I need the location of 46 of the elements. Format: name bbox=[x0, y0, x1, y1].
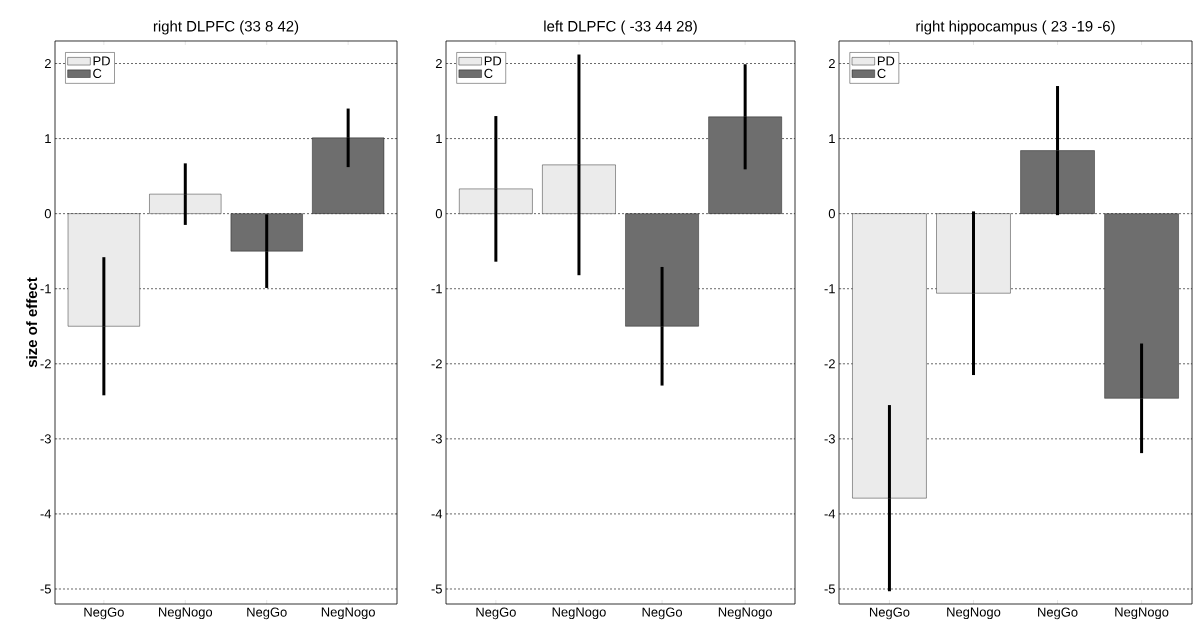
y-tick-label: 1 bbox=[45, 134, 51, 144]
chart-title: right DLPFC (33 8 42) bbox=[153, 20, 299, 35]
y-tick-label: -5 bbox=[40, 584, 51, 594]
y-tick-label: -2 bbox=[431, 359, 442, 369]
y-tick-label: -1 bbox=[824, 284, 835, 294]
y-tick-label: -4 bbox=[40, 509, 52, 519]
x-tick-label: NegNogo bbox=[718, 607, 772, 620]
y-tick-label: 2 bbox=[828, 58, 835, 69]
y-tick-label: 2 bbox=[435, 58, 442, 69]
y-tick-label: -2 bbox=[824, 359, 835, 369]
legend-label: PD bbox=[877, 56, 895, 66]
legend-label: C bbox=[484, 68, 493, 79]
legend-label: C bbox=[93, 68, 102, 79]
chart-title: right hippocampus ( 23 -19 -6) bbox=[916, 20, 1115, 35]
y-tick-label: 0 bbox=[44, 209, 51, 219]
x-tick-label: NegNogo bbox=[1115, 607, 1169, 620]
legend-label: C bbox=[877, 68, 886, 79]
y-tick-label: 0 bbox=[828, 209, 835, 219]
y-tick-label: -4 bbox=[824, 509, 836, 519]
y-axis-title: size of effect bbox=[26, 277, 38, 368]
y-tick-label: -4 bbox=[431, 509, 443, 519]
y-tick-label: 0 bbox=[435, 209, 442, 219]
x-tick-label: NegGo bbox=[869, 607, 910, 620]
x-tick-label: NegGo bbox=[642, 607, 683, 620]
y-tick-label: -3 bbox=[431, 434, 442, 444]
y-tick-label: 2 bbox=[44, 58, 51, 69]
x-tick-label: NegNogo bbox=[158, 607, 213, 620]
y-tick-label: -3 bbox=[40, 434, 51, 444]
y-tick-label: 1 bbox=[436, 134, 442, 144]
x-tick-label: NegNogo bbox=[321, 607, 375, 620]
x-tick-label: NegGo bbox=[84, 607, 124, 620]
x-tick-label: NegNogo bbox=[947, 607, 1001, 620]
x-tick-label: NegGo bbox=[247, 607, 287, 620]
x-tick-label: NegGo bbox=[476, 607, 516, 620]
y-tick-label: -3 bbox=[824, 434, 835, 444]
y-tick-label: -5 bbox=[431, 584, 442, 594]
legend-label: PD bbox=[93, 56, 110, 66]
y-tick-label: -5 bbox=[824, 584, 835, 594]
x-tick-label: NegGo bbox=[1038, 607, 1078, 620]
y-tick-label: -2 bbox=[40, 359, 51, 369]
x-tick-label: NegNogo bbox=[552, 607, 606, 620]
chart-title: left DLPFC ( -33 44 28) bbox=[544, 20, 697, 35]
legend-label: PD bbox=[484, 56, 502, 66]
y-tick-label: -1 bbox=[431, 284, 442, 294]
y-tick-label: 1 bbox=[829, 134, 835, 144]
y-tick-label: -1 bbox=[40, 284, 51, 294]
